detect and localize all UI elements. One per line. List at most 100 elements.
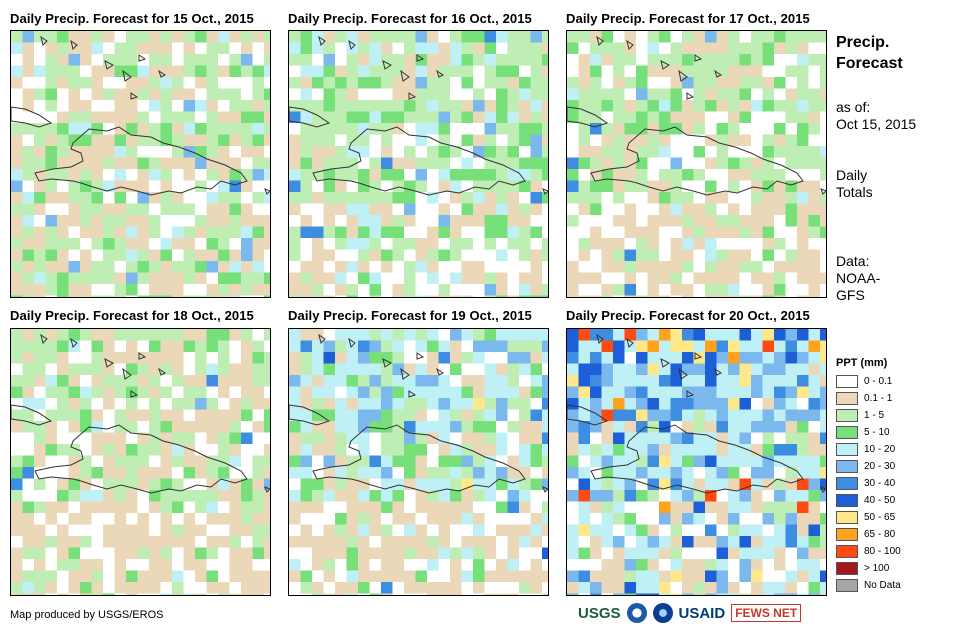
raster-cell [358, 146, 370, 158]
raster-cell [693, 180, 706, 193]
raster-cell [461, 42, 474, 55]
raster-cell [820, 409, 826, 422]
raster-cell [590, 157, 602, 170]
panel-title-15oct: Daily Precip. Forecast for 15 Oct., 2015 [10, 11, 254, 26]
raster-cell [57, 134, 69, 147]
raster-cell [369, 490, 382, 502]
raster-cell [808, 398, 821, 410]
raster-cell [126, 421, 138, 433]
raster-cell [716, 363, 729, 376]
raster-cell [496, 65, 508, 78]
raster-cell [624, 582, 637, 594]
raster-cell [461, 77, 474, 89]
raster-cell [323, 513, 336, 525]
raster-cell [68, 65, 81, 78]
raster-cell [300, 363, 313, 376]
raster-cell [335, 375, 347, 387]
raster-cell [739, 88, 752, 101]
raster-cell [229, 77, 242, 89]
raster-cell [22, 513, 35, 525]
raster-cell [774, 42, 786, 55]
raster-cell [601, 226, 614, 239]
raster-cell [751, 524, 763, 537]
raster-cell [137, 123, 150, 135]
raster-cell [369, 100, 382, 112]
raster-cell [427, 146, 439, 158]
raster-cell [172, 467, 184, 479]
raster-cell [241, 513, 253, 525]
raster-cell [739, 295, 752, 297]
raster-cell [335, 42, 347, 55]
raster-cell [590, 295, 602, 297]
raster-cell [335, 249, 347, 262]
raster-cell [450, 513, 462, 525]
raster-cell [716, 249, 729, 262]
raster-cell [11, 295, 23, 297]
raster-cell [739, 455, 752, 468]
raster-cell [519, 134, 531, 147]
raster-cell [496, 513, 508, 525]
raster-cell [670, 444, 683, 456]
raster-cell [91, 455, 104, 468]
raster-cell [346, 593, 359, 595]
raster-cell [103, 547, 115, 560]
raster-cell [797, 111, 809, 124]
raster-cell [415, 65, 428, 78]
raster-cell [762, 111, 775, 124]
raster-cell [613, 157, 625, 170]
raster-cell [91, 272, 104, 285]
raster-cell [172, 238, 184, 250]
raster-cell [369, 249, 382, 262]
raster-cell [636, 455, 648, 468]
raster-cell [160, 123, 173, 135]
raster-cell [404, 203, 416, 216]
raster-cell [578, 169, 591, 181]
raster-cell [415, 524, 428, 537]
raster-cell [57, 88, 69, 101]
raster-cell [335, 524, 347, 537]
raster-cell [392, 467, 405, 479]
raster-cell [415, 111, 428, 124]
raster-cell [126, 203, 138, 216]
raster-cell [300, 582, 313, 594]
raster-cell [473, 478, 485, 491]
raster-cell [11, 340, 23, 353]
raster-cell [427, 123, 439, 135]
raster-cell [172, 134, 184, 147]
raster-cell [103, 146, 115, 158]
raster-cell [785, 409, 798, 422]
raster-cell [751, 570, 763, 583]
raster-cell [346, 111, 359, 124]
legend-item: 50 - 65 [836, 509, 901, 526]
raster-cell [195, 398, 207, 410]
raster-cell [507, 513, 520, 525]
raster-cell [590, 582, 602, 594]
raster-cell [252, 501, 265, 514]
raster-cell [647, 261, 660, 273]
raster-cell [137, 134, 150, 147]
legend-label: > 100 [864, 563, 890, 574]
raster-cell [496, 409, 508, 422]
raster-cell [45, 65, 58, 78]
raster-cell [693, 249, 706, 262]
raster-cell [438, 582, 451, 594]
raster-cell [415, 513, 428, 525]
raster-cell [103, 329, 115, 341]
raster-cell [114, 65, 127, 78]
raster-cell [473, 593, 485, 595]
raster-cell [369, 455, 382, 468]
raster-cell [34, 559, 46, 571]
raster-cell [91, 490, 104, 502]
raster-cell [45, 100, 58, 112]
raster-cell [172, 375, 184, 387]
raster-cell [716, 295, 729, 297]
cuba-outline [11, 404, 53, 426]
raster-cell [11, 65, 23, 78]
raster-cell [797, 100, 809, 112]
raster-cell [484, 295, 497, 297]
raster-cell [323, 340, 336, 353]
raster-cell [496, 146, 508, 158]
raster-cell [693, 65, 706, 78]
raster-cell [624, 180, 637, 193]
raster-cell [820, 146, 826, 158]
